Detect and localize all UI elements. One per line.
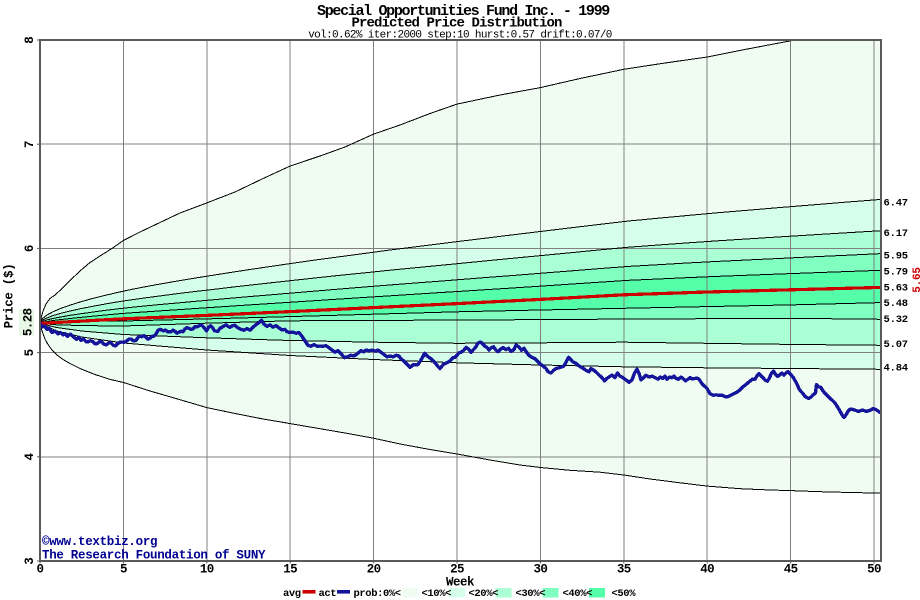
svg-text:<30%<: <30%< (516, 588, 546, 600)
svg-text:3: 3 (23, 557, 37, 565)
svg-text:5.07: 5.07 (884, 339, 908, 351)
svg-text:5: 5 (120, 563, 127, 577)
svg-text:act: act (319, 588, 337, 600)
svg-text:Week: Week (446, 576, 475, 590)
svg-text:<50%: <50% (612, 588, 637, 600)
svg-text:5.63: 5.63 (884, 283, 908, 295)
svg-text:<10%<: <10%< (422, 588, 452, 600)
svg-text:5.28: 5.28 (22, 308, 36, 336)
svg-text:25: 25 (450, 563, 464, 577)
svg-text:7: 7 (23, 140, 37, 148)
svg-text:4: 4 (23, 453, 37, 461)
svg-text:5.48: 5.48 (884, 298, 908, 310)
svg-text:15: 15 (283, 563, 297, 577)
svg-text:40: 40 (700, 563, 714, 577)
svg-text:0: 0 (37, 563, 44, 577)
svg-text:5.65: 5.65 (912, 267, 920, 293)
svg-text:vol:0.62% iter:2000 step:10 hu: vol:0.62% iter:2000 step:10 hurst:0.57 d… (308, 30, 612, 42)
svg-text:6.17: 6.17 (884, 228, 908, 240)
svg-text:The Research Foundation of SUN: The Research Foundation of SUNY (42, 549, 266, 563)
svg-text:30: 30 (533, 563, 547, 577)
svg-text:5.95: 5.95 (884, 250, 908, 262)
svg-text:10: 10 (200, 563, 214, 577)
svg-text:4.84: 4.84 (884, 362, 908, 374)
svg-text:Price ($): Price ($) (3, 264, 17, 329)
svg-text:<20%<: <20%< (469, 588, 499, 600)
svg-text:avg: avg (283, 588, 301, 600)
svg-text:Predicted Price Distribution: Predicted Price Distribution (351, 16, 562, 32)
svg-text:<40%<: <40%< (563, 588, 593, 600)
svg-text:6.47: 6.47 (884, 198, 908, 210)
svg-text:5: 5 (23, 349, 37, 357)
svg-text:20: 20 (367, 563, 381, 577)
svg-text:prob:0%<: prob:0%< (354, 588, 401, 600)
svg-text:Special Opportunities Fund Inc: Special Opportunities Fund Inc. - 1999 (317, 3, 610, 20)
svg-text:50: 50 (867, 563, 881, 577)
svg-text:35: 35 (617, 563, 631, 577)
svg-text:6: 6 (23, 245, 37, 253)
svg-text:5.79: 5.79 (884, 266, 908, 278)
svg-text:8: 8 (23, 36, 37, 44)
svg-text:45: 45 (784, 563, 798, 577)
svg-text:©www.textbiz.org: ©www.textbiz.org (42, 535, 157, 549)
svg-text:5.32: 5.32 (884, 314, 908, 326)
